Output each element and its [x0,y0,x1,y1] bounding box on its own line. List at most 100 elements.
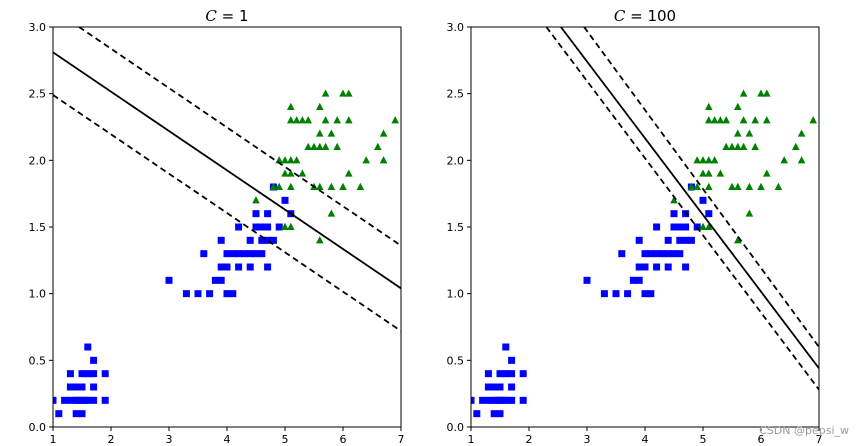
blue-square-point [502,370,510,378]
y-tick-label: 0.0 [447,421,465,434]
green-triangle-point [287,222,295,230]
green-triangle-point [339,89,347,97]
green-triangle-point [739,116,748,124]
blue-square-point [653,223,661,231]
blue-square-point [53,396,57,404]
blue-square-point [635,263,643,271]
green-triangle-point [705,169,713,177]
x-tick-label: 4 [224,433,231,446]
blue-square-point [66,383,74,391]
blue-square-point [618,250,626,258]
blue-square-point [84,370,92,378]
green-triangle-point [751,116,759,124]
margin-lower-line [545,27,819,391]
green-triangle-point [292,156,301,164]
green-triangle-point [716,169,725,177]
green-triangle-point [792,142,800,150]
blue-square-point [653,250,661,258]
blue-square-point [229,290,237,298]
green-triangle-point [287,102,295,110]
y-tick-label: 1.5 [447,221,465,234]
y-tick-label: 1.0 [29,288,47,301]
blue-square-point [676,223,684,231]
green-triangle-point [728,142,736,150]
green-triangle-point [780,156,788,164]
blue-square-point [471,396,475,404]
blue-square-point [75,396,83,404]
green-triangle-point [699,222,707,230]
blue-square-point [81,396,89,404]
blue-square-point [682,223,690,231]
green-triangle-point [269,182,278,190]
blue-square-point [90,356,98,364]
green-triangle-point [356,182,365,190]
decision-boundary-line [53,51,401,290]
green-triangle-point [745,129,754,137]
margin-lower-line [53,94,401,332]
title-variable: C [614,7,626,25]
blue-square-point [269,236,277,244]
green-triangle-point [321,142,330,150]
green-triangle-point [327,182,336,190]
blue-square-point [508,396,516,404]
green-triangle-point [316,182,324,190]
blue-square-point [78,383,86,391]
y-tick-label: 2.0 [29,154,47,167]
x-tick-label: 5 [700,433,707,446]
blue-square-point [90,383,98,391]
plot-area [53,27,401,418]
blue-square-point [258,250,266,258]
blue-square-point [78,370,86,378]
blue-square-point [72,383,80,391]
blue-square-point [484,396,492,404]
blue-square-point [670,250,678,258]
blue-square-point [235,250,243,258]
blue-square-point [258,223,266,231]
green-triangle-point [722,116,730,124]
plot-area [471,27,819,418]
green-triangle-point [391,116,399,124]
chart-panel-1: 1 2 3 4 5 6 7 0.0 0.5 1.0 1.5 2.0 2.5 3.0 C = 1 [29,7,405,446]
green-triangle-point [287,169,295,177]
blue-square-point [664,250,672,258]
blue-square-point [223,290,231,298]
blue-square-point [479,396,487,404]
blue-square-point [705,210,713,218]
blue-square-point [624,290,632,298]
green-triangle-point [298,169,307,177]
blue-square-point [508,356,516,364]
blue-square-point [61,396,69,404]
green-triangle-point [310,142,318,150]
blue-square-point [264,223,272,231]
blue-square-point [165,276,173,284]
blue-square-point [264,263,272,271]
blue-square-point [264,236,272,244]
green-triangle-point [797,156,806,164]
blue-square-point [246,250,254,258]
green-triangle-point [705,222,713,230]
blue-square-point [508,383,516,391]
green-triangle-point [705,156,713,164]
green-triangle-point [745,209,754,217]
blue-square-point [90,396,98,404]
green-triangle-point [316,142,324,150]
blue-square-point [670,210,678,218]
green-triangle-point [275,156,283,164]
blue-square-point [484,383,492,391]
blue-square-point [252,210,260,218]
blue-square-point [90,370,98,378]
blue-square-point [641,250,649,258]
decision-boundary-line [560,27,819,369]
green-triangle-point [687,182,696,190]
green-triangle-point [763,169,771,177]
blue-square-point [194,290,202,298]
green-triangle-point [316,236,324,244]
green-triangle-point [739,89,748,97]
y-tick-label: 2.5 [29,88,47,101]
margin-upper-line [583,27,819,348]
blue-square-point [235,263,243,271]
title-equals: = [625,7,647,25]
green-triangle-point [734,142,742,150]
green-triangle-point [345,169,353,177]
